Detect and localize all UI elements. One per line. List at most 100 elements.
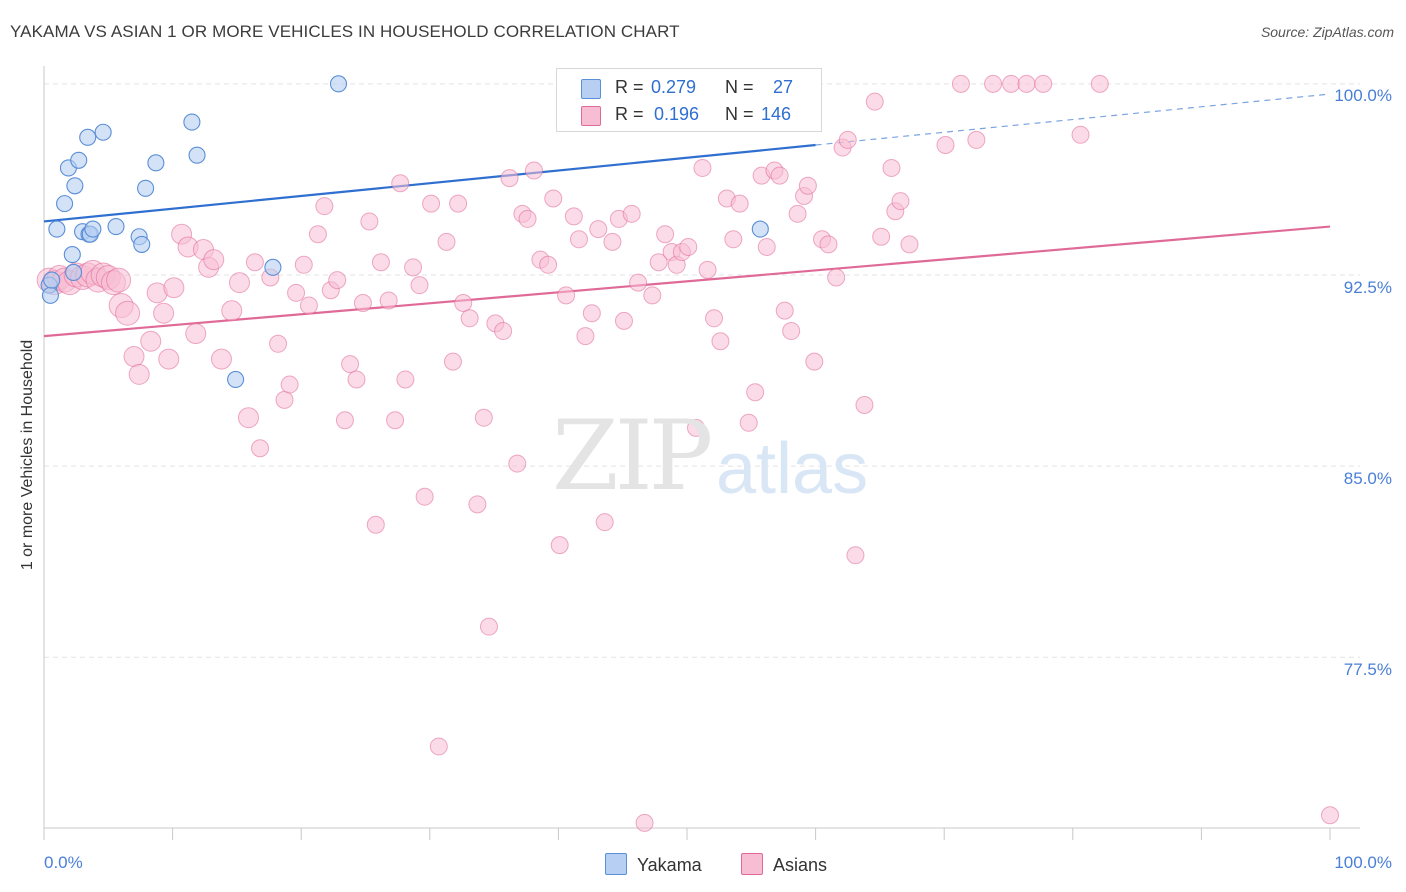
asians-point bbox=[865, 92, 884, 111]
asians-point bbox=[746, 383, 765, 402]
chart-title: YAKAMA VS ASIAN 1 OR MORE VEHICLES IN HO… bbox=[10, 22, 680, 41]
asians-point bbox=[353, 294, 372, 313]
asians-point bbox=[508, 454, 527, 473]
asians-point bbox=[500, 169, 519, 188]
asians-point bbox=[595, 513, 614, 532]
asians-point bbox=[649, 253, 668, 272]
asians-point bbox=[730, 194, 749, 213]
asians-point bbox=[782, 322, 801, 341]
asians-point bbox=[379, 291, 398, 310]
yakama-point bbox=[48, 220, 66, 238]
r-value: 0.196 bbox=[654, 104, 700, 124]
asians-point bbox=[454, 294, 473, 313]
asians-point bbox=[711, 332, 730, 351]
asians-point bbox=[693, 158, 712, 177]
asians-point bbox=[557, 286, 576, 305]
asians-point bbox=[422, 194, 441, 213]
asians-point bbox=[128, 363, 150, 385]
y-tick-label: 77.5% bbox=[1343, 660, 1392, 679]
yakama-point bbox=[94, 123, 112, 141]
yakama-point bbox=[133, 235, 151, 253]
asians-point bbox=[882, 158, 901, 177]
x-tick-label-min: 0.0% bbox=[44, 853, 83, 872]
yakama-point bbox=[751, 220, 769, 238]
asians-point bbox=[576, 327, 595, 346]
asians-point bbox=[308, 225, 327, 244]
asians-point bbox=[347, 370, 366, 389]
asians-point bbox=[341, 355, 360, 374]
asians-point bbox=[287, 283, 306, 302]
n-label: N = bbox=[725, 77, 754, 97]
asians-point bbox=[429, 737, 448, 756]
asians-point bbox=[855, 395, 874, 414]
asians-point bbox=[158, 348, 180, 370]
asians-point bbox=[460, 309, 479, 328]
n-value: 27 bbox=[773, 77, 794, 97]
asians-point bbox=[494, 322, 513, 341]
yakama-point bbox=[227, 370, 245, 389]
asians-point bbox=[614, 311, 633, 330]
yakama-point bbox=[56, 195, 74, 213]
asians-point bbox=[757, 237, 776, 256]
asians-point bbox=[569, 230, 588, 249]
asians-point bbox=[391, 174, 410, 193]
asians-point bbox=[443, 352, 462, 371]
asians-point bbox=[603, 232, 622, 251]
asians-point bbox=[951, 74, 970, 93]
yakama-point bbox=[79, 128, 97, 146]
yakama-point bbox=[147, 154, 165, 172]
asians-point bbox=[698, 260, 717, 279]
asians-point bbox=[386, 411, 405, 430]
asians-point bbox=[1017, 74, 1036, 93]
asians-point bbox=[643, 286, 662, 305]
asians-point bbox=[524, 161, 543, 180]
asians-point bbox=[140, 330, 162, 352]
asians-point bbox=[739, 413, 758, 432]
asians-point bbox=[163, 277, 185, 299]
asians-point bbox=[123, 346, 145, 368]
watermark-atlas: atlas bbox=[716, 429, 869, 509]
asians-point bbox=[872, 227, 891, 246]
asians-point bbox=[335, 411, 354, 430]
yakama-point bbox=[70, 151, 88, 169]
asians-point bbox=[838, 130, 857, 149]
yakama-point bbox=[264, 258, 282, 276]
asians-swatch bbox=[581, 106, 601, 126]
y-axis-label: 1 or more Vehicles in Household bbox=[19, 339, 36, 571]
yakama-swatch bbox=[581, 79, 601, 99]
legend-yakama: Yakama bbox=[605, 853, 702, 876]
asians-point bbox=[210, 348, 232, 370]
asians-point bbox=[819, 235, 838, 254]
legend-asians: Asians bbox=[741, 853, 827, 876]
y-tick-label: 100.0% bbox=[1334, 86, 1392, 105]
yakama-trend-extension bbox=[815, 93, 1331, 146]
asians-point bbox=[203, 249, 225, 271]
asians-point bbox=[984, 74, 1003, 93]
asians-point bbox=[1002, 74, 1021, 93]
asians-point bbox=[315, 197, 334, 216]
asians-point bbox=[539, 255, 558, 274]
asians-point bbox=[221, 300, 243, 322]
asians-point bbox=[656, 225, 675, 244]
asians-point bbox=[805, 352, 824, 371]
yakama-trend-line bbox=[43, 143, 816, 223]
asians-point bbox=[724, 230, 743, 249]
yakama-point bbox=[43, 271, 61, 289]
legend-label: Yakama bbox=[637, 855, 702, 875]
asians-point bbox=[1090, 74, 1109, 93]
y-tick-label: 85.0% bbox=[1343, 469, 1392, 488]
asians-point bbox=[237, 407, 259, 429]
asians-point bbox=[299, 296, 318, 315]
asians-point bbox=[635, 813, 654, 832]
asians-point bbox=[245, 253, 264, 272]
asians-point bbox=[550, 536, 569, 555]
watermark-zip: ZIP bbox=[552, 400, 713, 512]
asians-point bbox=[582, 304, 601, 323]
asians-legend-swatch bbox=[741, 853, 763, 875]
asians-point bbox=[770, 166, 789, 185]
asians-point bbox=[269, 334, 288, 353]
asians-point bbox=[900, 235, 919, 254]
asians-point bbox=[687, 418, 706, 437]
asians-point bbox=[1071, 125, 1090, 144]
